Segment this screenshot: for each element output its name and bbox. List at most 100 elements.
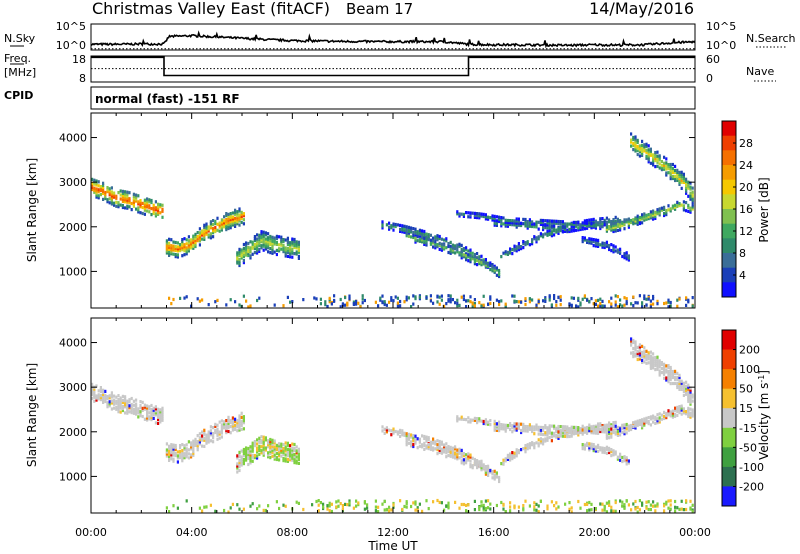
echo-cell <box>458 447 461 451</box>
echo-cell <box>176 255 179 259</box>
echo-cell <box>663 213 666 218</box>
echo-cell <box>258 247 261 251</box>
echo-cell <box>544 298 547 302</box>
echo-cell <box>183 446 186 450</box>
echo-cell <box>601 428 604 432</box>
echo-cell <box>174 255 177 259</box>
echo-cell <box>168 452 171 456</box>
echo-cell <box>577 221 580 225</box>
echo-cell <box>689 206 692 210</box>
echo-cell <box>476 212 479 216</box>
echo-cell <box>687 393 690 397</box>
echo-cell <box>680 383 683 387</box>
echo-cell <box>161 410 164 414</box>
echo-cell <box>399 229 402 233</box>
echo-cell <box>649 423 652 427</box>
echo-cell <box>432 437 435 441</box>
echo-cell <box>504 423 507 427</box>
echo-cell <box>489 507 492 511</box>
echo-cell <box>181 443 184 447</box>
echo-cell <box>612 250 615 254</box>
echo-cell <box>678 297 681 301</box>
echo-cell <box>278 235 281 239</box>
echo-cell <box>649 356 652 360</box>
echo-cell <box>425 499 428 503</box>
echo-cell <box>599 224 602 229</box>
echo-cell <box>146 410 149 414</box>
echo-cell <box>610 433 613 437</box>
echo-cell <box>641 147 644 151</box>
echo-cell <box>619 224 622 228</box>
echo-cell <box>691 304 694 308</box>
echo-cell <box>608 450 611 455</box>
echo-cell <box>117 406 120 410</box>
echo-cell <box>634 499 637 504</box>
echo-cell <box>484 422 487 426</box>
echo-cell <box>555 230 558 234</box>
echo-cell <box>132 204 135 208</box>
echo-cell <box>676 202 679 206</box>
echo-cell <box>599 217 602 221</box>
echo-cell <box>537 510 540 514</box>
echo-cell <box>515 217 518 221</box>
echo-cell <box>509 247 512 251</box>
echo-cell <box>278 247 281 251</box>
echo-cell <box>152 207 155 211</box>
echo-cell <box>570 222 573 226</box>
echo-cell <box>108 197 111 201</box>
colorbar-tick-label: 200 <box>739 344 760 357</box>
echo-cell <box>566 222 569 226</box>
echo-cell <box>500 299 503 303</box>
echo-cell <box>658 416 661 420</box>
echo-cell <box>394 222 397 227</box>
echo-cell <box>196 442 199 446</box>
echo-cell <box>449 447 452 451</box>
echo-cell <box>658 412 661 416</box>
echo-cell <box>641 358 644 362</box>
echo-cell <box>258 436 261 440</box>
echo-cell <box>528 222 531 226</box>
echo-cell <box>214 229 217 234</box>
echo-cell <box>95 396 98 400</box>
echo-cell <box>493 469 496 473</box>
echo-cell <box>627 219 630 223</box>
echo-cell <box>597 422 600 426</box>
echo-cell <box>652 360 655 364</box>
echo-cell <box>586 223 589 227</box>
echo-cell <box>157 421 160 425</box>
echo-cell <box>176 245 179 249</box>
echo-cell <box>641 213 644 217</box>
date-label: 14/May/2016 <box>589 0 694 18</box>
echo-cell <box>656 355 659 359</box>
echo-cell <box>555 428 558 432</box>
echo-cell <box>649 216 652 220</box>
echo-cell <box>689 396 692 400</box>
echo-cell <box>480 261 483 265</box>
colorbar-swatch <box>722 427 736 448</box>
echo-cell <box>181 242 184 246</box>
echo-cell <box>271 237 274 241</box>
echo-cell <box>449 240 452 244</box>
echo-cell <box>240 461 243 465</box>
echo-cell <box>619 427 622 431</box>
echo-cell <box>663 376 666 380</box>
echo-cell <box>489 301 492 305</box>
echo-cell <box>608 220 611 224</box>
echo-cell <box>93 389 96 393</box>
echo-cell <box>432 441 435 445</box>
echo-cell <box>493 419 496 423</box>
echo-cell <box>423 231 426 236</box>
echo-cell <box>592 240 595 244</box>
echo-cell <box>489 268 492 272</box>
velocity-frame <box>90 317 696 514</box>
echo-cell <box>405 439 408 443</box>
echo-cell <box>256 245 259 249</box>
echo-cell <box>480 464 483 468</box>
echo-cell <box>504 457 507 461</box>
echo-cell <box>135 199 138 203</box>
echo-cell <box>581 223 584 227</box>
echo-cell <box>451 455 454 459</box>
echo-cell <box>625 424 628 429</box>
echo-cell <box>645 416 648 420</box>
echo-cell <box>121 394 124 398</box>
